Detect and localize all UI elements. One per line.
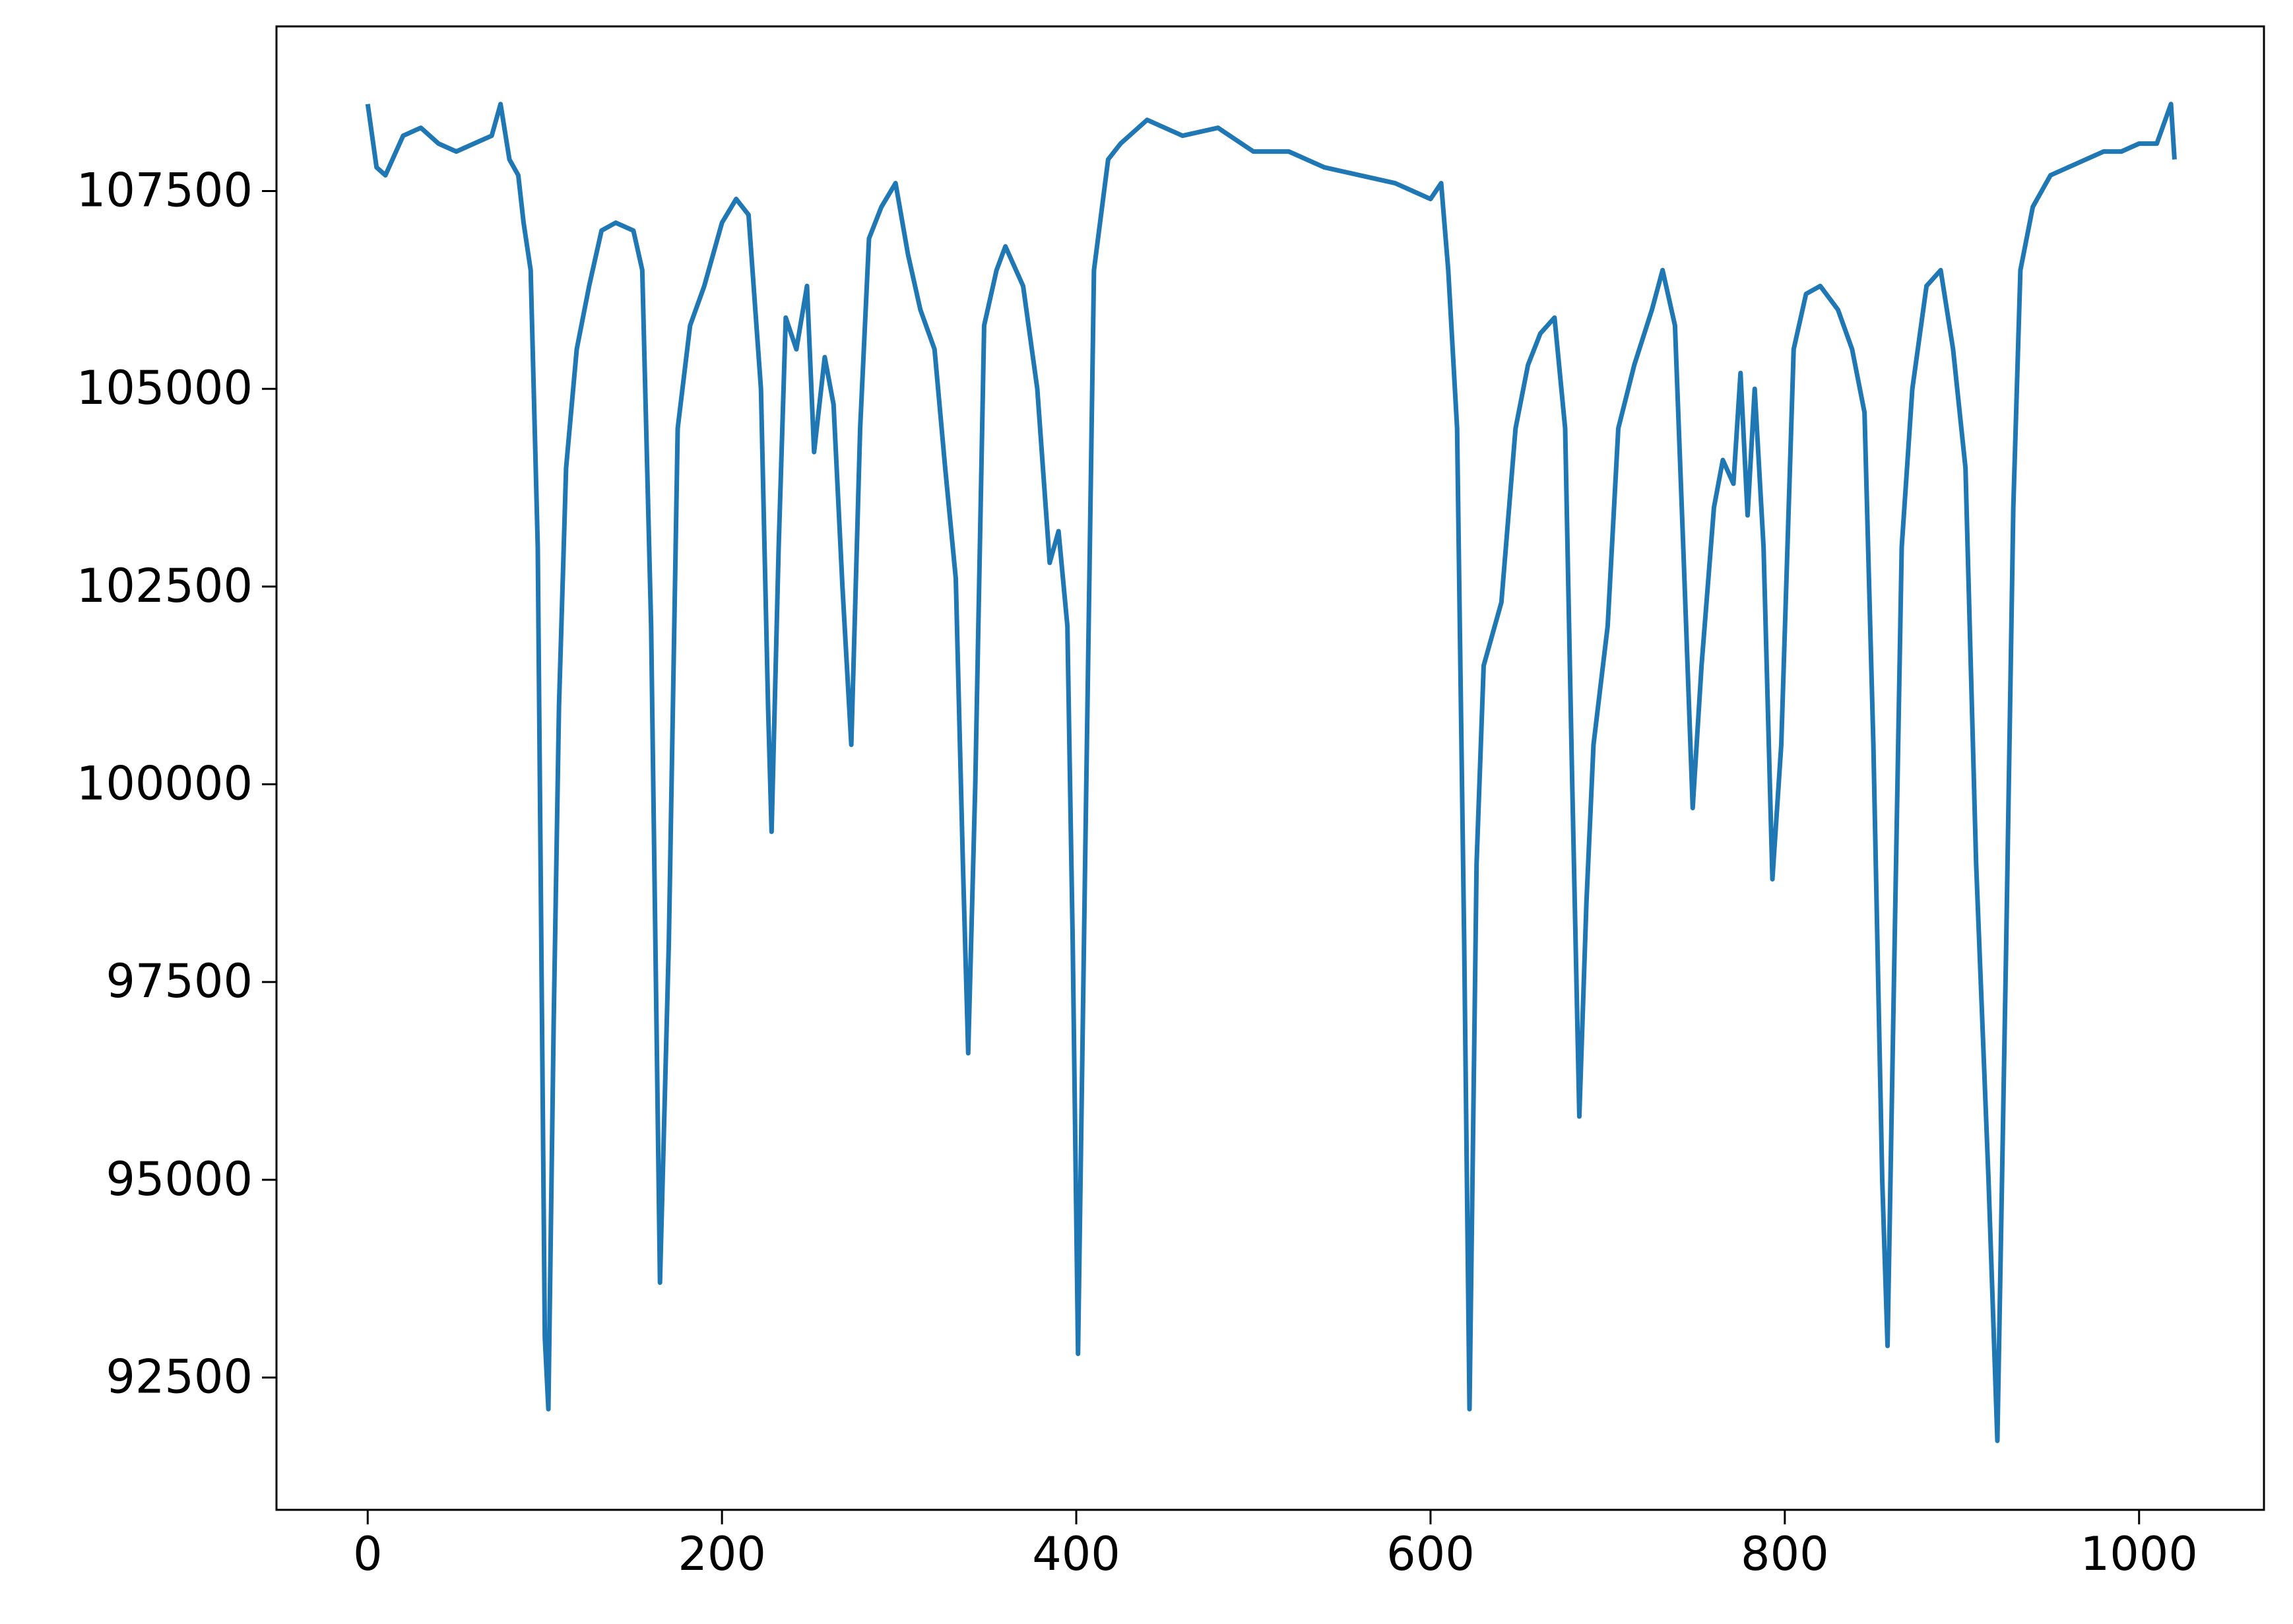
y-tick-label: 100000 [77, 757, 253, 811]
x-tick-label: 1000 [2081, 1527, 2198, 1581]
x-tick-label: 600 [1386, 1527, 1475, 1581]
y-tick-label: 95000 [106, 1152, 253, 1206]
x-tick-label: 800 [1741, 1527, 1829, 1581]
x-tick-label: 400 [1032, 1527, 1120, 1581]
y-tick-label: 102500 [77, 559, 253, 613]
data-line [365, 102, 2177, 1443]
x-tick-label: 200 [678, 1527, 766, 1581]
plot-frame [275, 25, 2265, 1511]
y-tick-label: 105000 [77, 361, 253, 415]
x-tick-label: 0 [353, 1527, 383, 1581]
y-tick-label: 107500 [77, 164, 253, 218]
y-tick-label: 97500 [106, 954, 253, 1008]
y-tick-label: 92500 [106, 1350, 253, 1404]
